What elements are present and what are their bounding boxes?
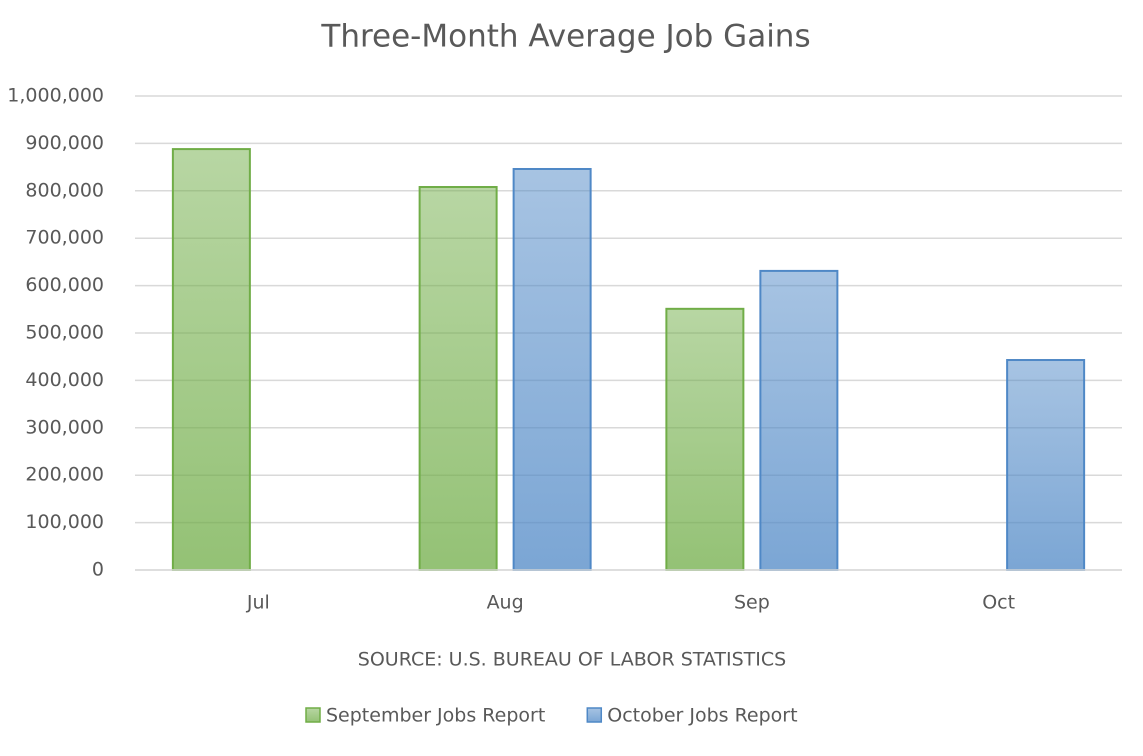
legend-label: October Jobs Report <box>607 705 797 727</box>
x-tick-label: Sep <box>734 592 770 614</box>
legend-swatch <box>586 707 603 723</box>
bar <box>759 269 839 571</box>
y-tick-label: 700,000 <box>25 227 104 249</box>
bar <box>512 167 592 571</box>
x-tick-label: Aug <box>487 592 524 614</box>
legend-label: September Jobs Report <box>326 705 545 727</box>
y-tick-label: 300,000 <box>25 416 104 438</box>
y-tick-label: 500,000 <box>25 322 104 344</box>
y-tick-label: 900,000 <box>25 132 104 154</box>
bar <box>665 307 745 571</box>
bar <box>171 148 251 571</box>
caption: SOURCE: U.S. BUREAU OF LABOR STATISTICS <box>358 649 786 671</box>
bar <box>418 186 498 571</box>
y-tick-label: 1,000,000 <box>7 85 104 107</box>
y-tick-label: 100,000 <box>25 511 104 533</box>
x-tick-label: Jul <box>246 592 270 614</box>
x-tick-label: Oct <box>982 592 1015 614</box>
y-tick-label: 600,000 <box>25 274 104 296</box>
y-tick-label: 0 <box>92 559 104 581</box>
y-tick-label: 200,000 <box>25 464 104 486</box>
y-tick-label: 400,000 <box>25 369 104 391</box>
y-tick-label: 800,000 <box>25 179 104 201</box>
chart-title: Three-Month Average Job Gains <box>320 19 810 55</box>
bar <box>1006 359 1086 571</box>
legend-swatch <box>305 707 321 723</box>
